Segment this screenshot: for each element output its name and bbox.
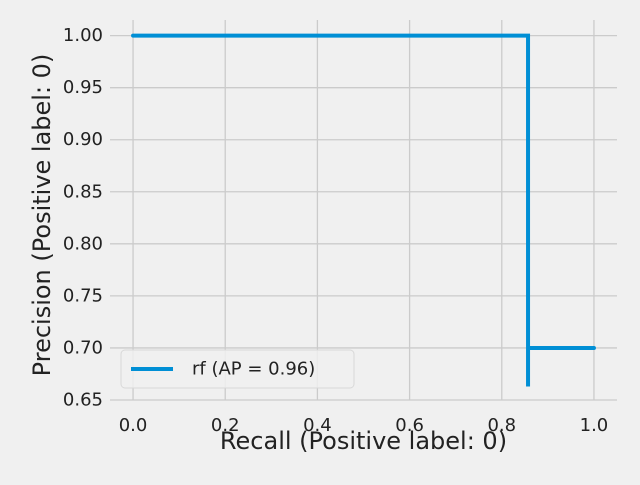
x-tick-label: 0.4	[303, 415, 332, 436]
x-tick-label: 0.2	[211, 415, 240, 436]
x-tick-label: 0.0	[119, 415, 148, 436]
grid	[110, 20, 617, 401]
x-axis-label: Recall (Positive label: 0)	[220, 427, 507, 455]
series-lines	[131, 33, 596, 387]
y-tick-label: 0.95	[63, 77, 103, 98]
y-tick-label: 0.90	[63, 129, 103, 150]
y-axis-label: Precision (Positive label: 0)	[28, 54, 56, 377]
y-tick-label: 0.85	[63, 181, 103, 202]
tick-labels: 0.0 0.2 0.4 0.6 0.8 1.0 0.65 0.70 0.75 0.80 0.85 0.…	[63, 25, 608, 436]
x-tick-label: 0.8	[487, 415, 516, 436]
y-tick-label: 0.70	[63, 337, 103, 358]
legend-label: rf (AP = 0.96)	[192, 359, 315, 380]
x-tick-label: 1.0	[580, 415, 609, 436]
y-tick-label: 0.75	[63, 285, 103, 306]
y-tick-label: 0.80	[63, 233, 103, 254]
legend-box	[120, 349, 355, 389]
x-tick-label: 0.6	[395, 415, 424, 436]
y-tick-label: 1.00	[63, 25, 103, 46]
legend: rf (AP = 0.96)	[120, 349, 355, 389]
series-line-0	[131, 33, 596, 387]
y-tick-label: 0.65	[63, 390, 103, 411]
